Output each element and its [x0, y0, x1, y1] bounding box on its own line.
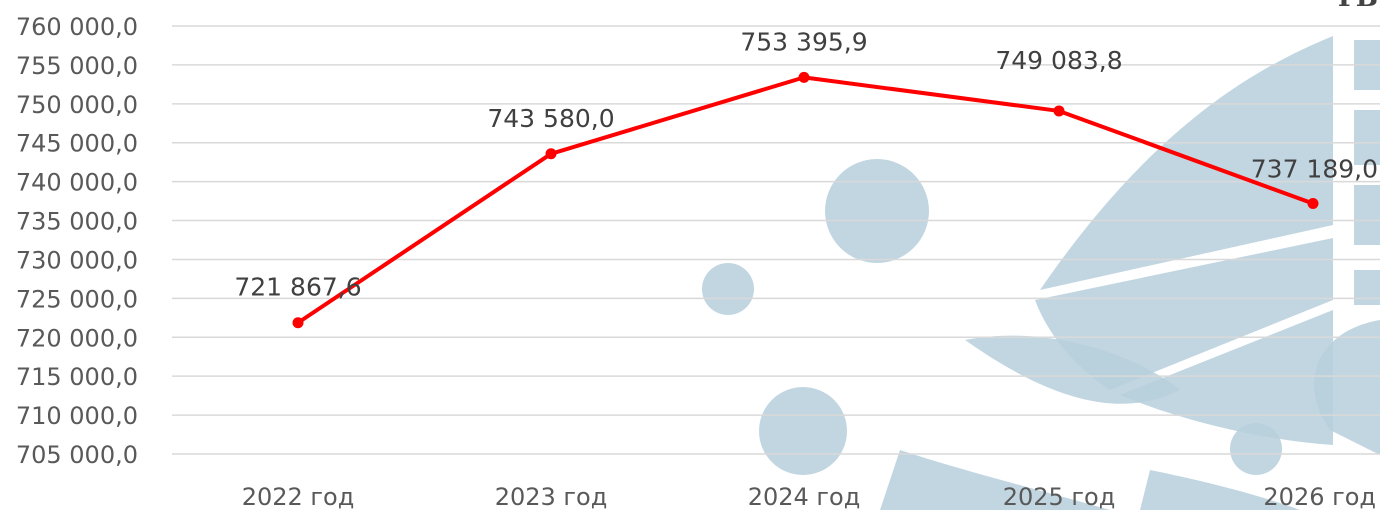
data-point	[1053, 105, 1065, 117]
x-tick-label: 2026 год	[1263, 483, 1376, 510]
data-labels: 721 867,6 743 580,0 753 395,9 749 083,8 737 …	[234, 27, 1378, 301]
data-label: 721 867,6	[234, 273, 361, 302]
series	[292, 71, 1319, 329]
watermark-leaf-lower	[1120, 310, 1333, 445]
data-point	[292, 317, 304, 329]
watermark-bar-2	[1354, 110, 1380, 165]
data-label: 749 083,8	[995, 46, 1122, 75]
watermark-circle-bottom	[759, 387, 847, 475]
y-tick-label: 715 000,0	[16, 363, 138, 391]
y-tick-label: 760 000,0	[16, 13, 138, 41]
y-tick-label: 750 000,0	[16, 91, 138, 119]
x-tick-label: 2025 год	[1003, 483, 1116, 510]
y-tick-label: 710 000,0	[16, 402, 138, 430]
y-tick-label: 720 000,0	[16, 324, 138, 352]
watermark-base-left	[880, 450, 1110, 510]
watermark-bar-4	[1354, 270, 1380, 305]
data-label: 753 395,9	[740, 27, 867, 56]
watermark-circle-small	[702, 263, 754, 315]
y-tick-label: 705 000,0	[16, 441, 138, 469]
data-point	[798, 71, 810, 83]
y-tick-label: 755 000,0	[16, 52, 138, 80]
x-tick-label: 2023 год	[495, 483, 608, 510]
y-tick-label: 735 000,0	[16, 208, 138, 236]
y-tick-label: 725 000,0	[16, 285, 138, 313]
x-axis-tick-labels: 2022 год 2023 год 2024 год 2025 год 2026 год	[242, 483, 1376, 510]
watermark-leaf-upper	[1040, 36, 1333, 290]
data-label: 743 580,0	[487, 104, 614, 133]
y-tick-label: 740 000,0	[16, 169, 138, 197]
y-tick-label: 730 000,0	[16, 246, 138, 274]
y-axis-tick-labels: 760 000,0 755 000,0 750 000,0 745 000,0 740 …	[16, 13, 138, 469]
gridlines	[172, 25, 1380, 455]
x-tick-label: 2022 год	[242, 483, 355, 510]
watermark-leaf-left	[965, 335, 1180, 404]
watermark-logo	[702, 36, 1380, 510]
corner-text: ГБ	[1338, 0, 1378, 13]
watermark-leaf-middle	[1035, 238, 1333, 390]
x-tick-label: 2024 год	[748, 483, 861, 510]
y-tick-label: 745 000,0	[16, 130, 138, 158]
watermark-base-right	[1140, 470, 1300, 510]
watermark-circle-large	[825, 159, 929, 263]
data-point	[545, 148, 557, 160]
data-point	[1307, 198, 1319, 210]
watermark-bar-3	[1354, 185, 1380, 245]
data-label: 737 189,0	[1251, 155, 1378, 184]
watermark-leaf-edge	[1314, 320, 1380, 455]
